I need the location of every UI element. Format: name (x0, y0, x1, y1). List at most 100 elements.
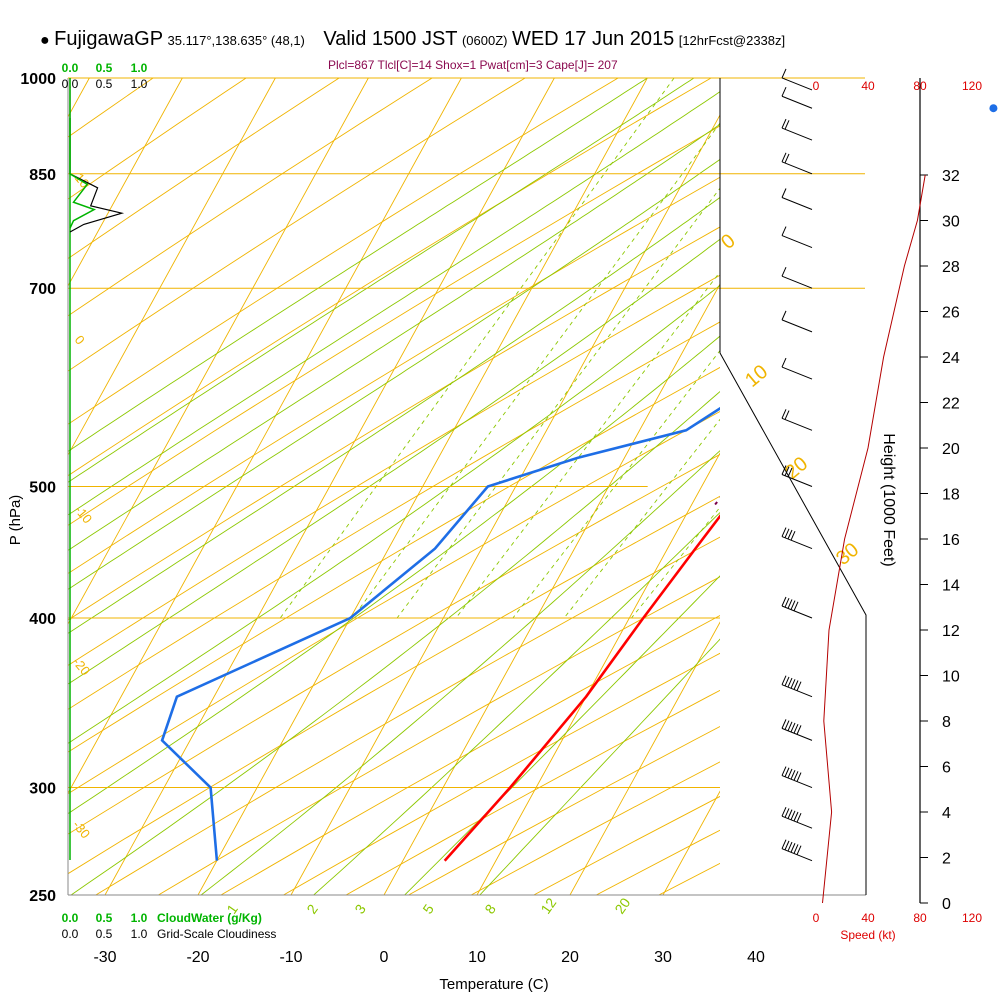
wind-barb-feather (781, 409, 787, 419)
speed-tick-top: 40 (861, 79, 875, 93)
moist-adiabat (68, 123, 720, 551)
x-tick-label: -30 (93, 949, 116, 966)
wind-barb-feather (784, 840, 790, 851)
height-tick-label: 14 (942, 578, 960, 595)
dry-adiabat (68, 78, 433, 317)
cloud-water-tick-bottom: 0.0 (62, 911, 79, 925)
mixing-ratio-label: 2 (303, 901, 321, 917)
wind-barb-feather (784, 153, 790, 164)
surface-dewpoint-marker (989, 104, 998, 113)
dry-adiabat-right-label: 20 (781, 453, 812, 484)
station-coords: 35.117°,138.635° (48,1) (167, 33, 305, 48)
isotherm-line (756, 78, 1000, 895)
wind-barb-feather (787, 809, 793, 819)
wind-barb-feather (784, 808, 790, 818)
mixing-ratio-line (396, 187, 720, 619)
cloud-water-tick-bottom: 1.0 (131, 911, 148, 925)
wind-barb-staff (781, 235, 813, 249)
wind-barb-feather (787, 599, 793, 609)
wind-barb-feather (790, 600, 796, 610)
cloudiness-tick-bottom: 1.0 (131, 927, 148, 941)
cloud-water-tick-top: 1.0 (131, 61, 148, 75)
wind-barb-feather (784, 767, 790, 777)
y-tick-label: 1000 (20, 71, 56, 88)
dry-adiabat-label: 0 (72, 332, 88, 347)
dry-adiabat (847, 78, 1000, 895)
wind-barb-feather (793, 811, 799, 822)
wind-barb-feather (781, 310, 787, 321)
speed-tick-bottom: 0 (813, 911, 820, 925)
mixing-ratio-line (563, 418, 720, 619)
moist-adiabat (68, 196, 720, 634)
mixing-ratio-label: 20 (611, 895, 633, 917)
wind-barb-feather (784, 598, 790, 608)
wind-barb-feather (796, 725, 802, 735)
cloudiness-tick-bottom: 0.5 (96, 927, 113, 941)
moist-adiabat (68, 78, 648, 452)
zulu-time: (0600Z) (461, 33, 508, 48)
wind-barb (781, 68, 813, 91)
dry-adiabat (68, 453, 720, 835)
wind-barb-staff (781, 536, 813, 550)
dry-adiabat-right-label: 10 (741, 361, 772, 392)
mixing-ratio-line (352, 122, 720, 619)
mixing-ratio-line (279, 78, 675, 619)
dry-adiabat (972, 78, 1000, 895)
chart-header: ● FujigawaGP 35.117°,138.635° (48,1) Val… (40, 28, 785, 51)
wind-barb (781, 267, 813, 289)
dry-adiabat (220, 614, 720, 895)
isotherm-line (569, 621, 720, 895)
dry-adiabat (283, 652, 720, 895)
dry-adiabat (68, 78, 247, 200)
wind-barb-feather (781, 152, 787, 162)
isotherm-line (68, 78, 183, 287)
wind-barb-staff (781, 417, 813, 431)
wind-barb (781, 596, 813, 619)
wind-barb (781, 766, 813, 789)
moist-adiabat (200, 450, 720, 895)
x-tick-label: 40 (747, 949, 765, 966)
dry-adiabat (68, 78, 340, 260)
wind-barb-feather (781, 226, 787, 236)
wind-barb (781, 188, 813, 210)
wind-barb-feather (787, 841, 793, 852)
dry-adiabat-label: -20 (70, 654, 94, 678)
wind-barb-feather (793, 771, 799, 781)
station-name: FujigawaGP (54, 28, 164, 50)
moist-adiabat (404, 575, 720, 895)
y-tick-label: 300 (29, 781, 56, 798)
forecast-info: [12hrFcst@2338z] (678, 33, 786, 48)
wind-barb-feather (796, 681, 802, 691)
speed-tick-bottom: 120 (962, 911, 982, 925)
height-tick-label: 24 (942, 350, 960, 367)
wind-barb (781, 839, 813, 862)
speed-tick-top: 0 (813, 79, 820, 93)
height-tick-label: 32 (942, 168, 960, 185)
wind-barb-feather (784, 720, 790, 730)
dry-adiabat-right-label: 30 (832, 539, 863, 570)
wind-barb-feather (781, 68, 787, 79)
speed-tick-bottom: 80 (913, 911, 927, 925)
x-tick-label: 30 (654, 949, 672, 966)
dewpoint-trace (160, 406, 720, 861)
valid-time: Valid 1500 JST (323, 28, 458, 50)
wind-barb-feather (781, 839, 787, 849)
dry-adiabat (95, 536, 720, 895)
height-tick-label: 8 (942, 714, 951, 731)
dry-adiabat-label: -10 (72, 502, 96, 526)
cloud-water-label: CloudWater (g/Kg) (157, 911, 262, 925)
cloudiness-profile (69, 78, 125, 233)
isotherm-line (68, 78, 276, 456)
wind-barb (781, 87, 813, 109)
wind-barb-feather (781, 527, 787, 537)
mixing-ratio-line (455, 271, 720, 619)
cloud-water-tick-top: 0.5 (96, 61, 113, 75)
wind-barb-staff (781, 319, 813, 333)
wind-barb-feather (790, 769, 796, 780)
dry-adiabat (158, 576, 720, 895)
mixing-ratio-label: 8 (481, 901, 499, 917)
mixing-ratio-line (512, 349, 720, 619)
x-tick-label: -20 (186, 949, 209, 966)
wind-barb-staff (781, 95, 813, 109)
wind-barb-feather (781, 465, 787, 475)
